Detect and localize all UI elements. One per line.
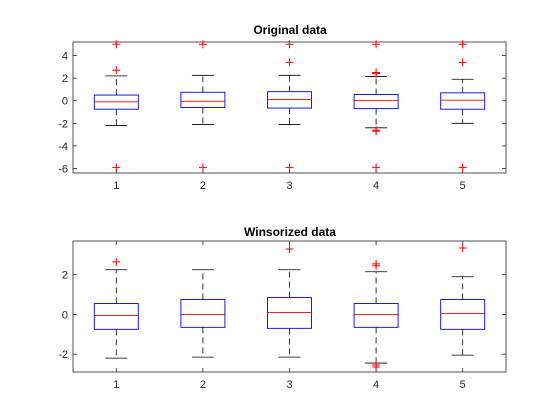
box	[267, 297, 312, 329]
y-tick-label: 2	[62, 270, 68, 282]
x-tick-label: 1	[113, 180, 119, 192]
x-tick-label: 5	[460, 180, 466, 192]
box	[440, 92, 486, 110]
outlier-marker	[112, 40, 121, 49]
outlier-marker	[198, 163, 207, 172]
y-tick-label: 0	[62, 309, 68, 321]
outlier-marker	[285, 40, 294, 49]
box	[180, 91, 226, 108]
outlier-marker	[112, 257, 121, 266]
chart-title: Original data	[253, 23, 327, 37]
outlier-marker	[372, 40, 381, 49]
outlier-marker	[112, 66, 121, 75]
box	[93, 303, 139, 330]
top-boxplot-panel: Original data -6 -4 -2 0 2 4 1 2 3 4 5	[58, 23, 507, 192]
y-tick-label: 0	[62, 96, 68, 108]
y-tick-label: -2	[58, 349, 68, 361]
y-tick-label: 4	[62, 51, 68, 63]
outlier-marker	[372, 69, 381, 78]
outlier-marker	[372, 127, 381, 136]
x-tick-label: 3	[286, 379, 292, 391]
y-tick-label: -4	[58, 141, 68, 153]
outlier-marker	[458, 243, 467, 252]
outlier-marker	[285, 163, 294, 172]
x-tick-label: 4	[373, 180, 379, 192]
box	[353, 94, 399, 110]
outlier-marker	[372, 163, 381, 172]
outlier-marker	[458, 40, 467, 49]
y-tick-label: -2	[58, 118, 68, 130]
y-tick-label: 2	[62, 73, 68, 85]
box	[440, 299, 486, 330]
outlier-marker	[285, 58, 294, 67]
x-tick-label: 3	[286, 180, 292, 192]
chart-title: Winsorized data	[244, 225, 336, 239]
x-tick-label: 5	[460, 379, 466, 391]
box	[180, 299, 226, 328]
outlier-marker	[458, 163, 467, 172]
outlier-marker	[112, 163, 121, 172]
outlier-marker	[458, 58, 467, 67]
y-tick-label: -6	[58, 163, 68, 175]
x-tick-label: 1	[113, 379, 119, 391]
x-tick-label: 2	[200, 180, 206, 192]
outlier-marker	[198, 40, 207, 49]
x-tick-label: 4	[373, 379, 379, 391]
bottom-boxplot-panel: Winsorized data -2 0 2 1 2 3 4 5	[58, 225, 507, 391]
box	[353, 303, 399, 328]
outlier-marker	[285, 244, 294, 253]
x-tick-label: 2	[200, 379, 206, 391]
outlier-marker	[372, 363, 381, 372]
outlier-marker	[372, 261, 381, 270]
